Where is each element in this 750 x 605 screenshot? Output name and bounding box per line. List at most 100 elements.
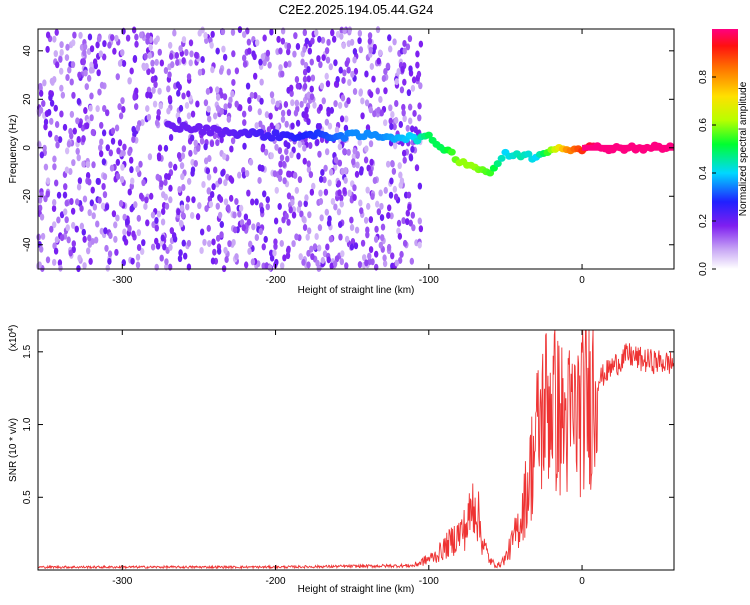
heatmap-cell [37,261,42,269]
heatmap-cell [191,196,196,204]
heatmap-cell [401,109,406,117]
heatmap-cell [100,202,106,210]
heatmap-cell [306,249,311,257]
heatmap-cell [122,213,127,221]
heatmap-cell [54,134,59,142]
heatmap-cell [401,149,407,157]
heatmap-cell [365,186,370,194]
heatmap-cell [195,213,201,221]
heatmap-cell [375,26,381,34]
heatmap-cell [219,136,224,144]
heatmap-cell [326,109,331,117]
heatmap-cell [272,170,278,178]
heatmap-cell [202,238,207,246]
heatmap-cell [87,234,92,242]
heatmap-cell [220,169,225,177]
heatmap-cell [203,31,208,39]
heatmap-cell [112,47,117,55]
heatmap-cell [340,250,345,258]
heatmap-signal-cell [497,154,506,162]
heatmap-cell [397,162,402,170]
snr-x-tick-label: -100 [419,576,439,587]
snr-frame [37,329,675,571]
heatmap-cell [55,61,60,69]
spectrogram-x-axis-label: Height of straight line (km) [298,285,415,296]
heatmap-cell [197,202,202,210]
heatmap-cell [159,254,164,262]
heatmap-cell [69,78,74,86]
heatmap-cell [144,196,149,204]
heatmap-cell [190,110,196,118]
heatmap-cell [134,40,139,48]
heatmap-cell [269,28,274,36]
heatmap-cell [135,124,141,132]
heatmap-cell [179,204,185,212]
heatmap-cell [98,150,104,158]
heatmap-cell [180,173,185,181]
heatmap-cell [136,214,142,222]
heatmap-cell [157,48,162,56]
heatmap-cell [379,109,384,117]
heatmap-cell [247,247,252,255]
heatmap-cell [195,100,200,108]
heatmap-cell [85,172,91,180]
heatmap-cell [406,191,412,199]
heatmap-cell [347,78,352,86]
heatmap-cell [306,66,311,74]
heatmap-cell [327,179,332,187]
heatmap-cell [378,189,383,197]
heatmap-cell [399,86,405,94]
heatmap-cell [164,258,169,266]
heatmap-cell [76,154,81,162]
heatmap-cell [205,167,211,175]
heatmap-cell [89,45,95,53]
heatmap-cell [402,47,407,55]
heatmap-cell [154,119,160,127]
heatmap-cell [309,58,314,66]
heatmap-cell [325,56,331,64]
heatmap-cell [38,89,44,97]
colorbar-tick-label: 0.2 [698,214,709,228]
heatmap-cell [225,173,230,181]
heatmap-cell [371,75,376,83]
heatmap-cell [127,77,132,85]
heatmap-cell [417,241,422,249]
heatmap-cell [251,223,256,231]
heatmap-cell [167,71,172,79]
heatmap-cell [37,196,43,204]
heatmap-cell [121,149,126,157]
heatmap-cell [368,140,374,148]
heatmap-cell [71,246,76,254]
heatmap-cell [259,97,264,105]
heatmap-cell [197,68,203,76]
heatmap-cell [39,151,45,159]
heatmap-cell [376,57,381,65]
heatmap-cell [181,184,186,192]
heatmap-cell [71,91,76,99]
heatmap-cell [269,152,274,160]
heatmap-cell [166,173,171,181]
heatmap-cell [136,243,142,251]
heatmap-cell [242,119,247,127]
heatmap-cell [339,115,345,123]
heatmap-cell [63,208,68,216]
heatmap-cell [338,66,343,74]
heatmap-cell [261,243,266,251]
heatmap-cell [122,143,127,151]
heatmap-cell [246,218,252,226]
heatmap-cell [154,263,159,271]
heatmap-cell [228,194,234,202]
heatmap-cell [56,216,61,224]
heatmap-cell [408,65,413,73]
spectrogram-y-tick-label: 0 [22,145,33,151]
heatmap-cell [79,204,84,212]
chart-title: C2E2.2025.194.05.44.G24 [279,2,434,17]
heatmap-cell [351,158,356,166]
heatmap-cell [118,112,124,120]
heatmap-cell [58,264,63,272]
heatmap-cell [147,51,152,59]
heatmap-cell [172,29,177,37]
heatmap-cell [315,259,320,267]
heatmap-cell [318,189,323,197]
heatmap-cell [52,155,57,163]
